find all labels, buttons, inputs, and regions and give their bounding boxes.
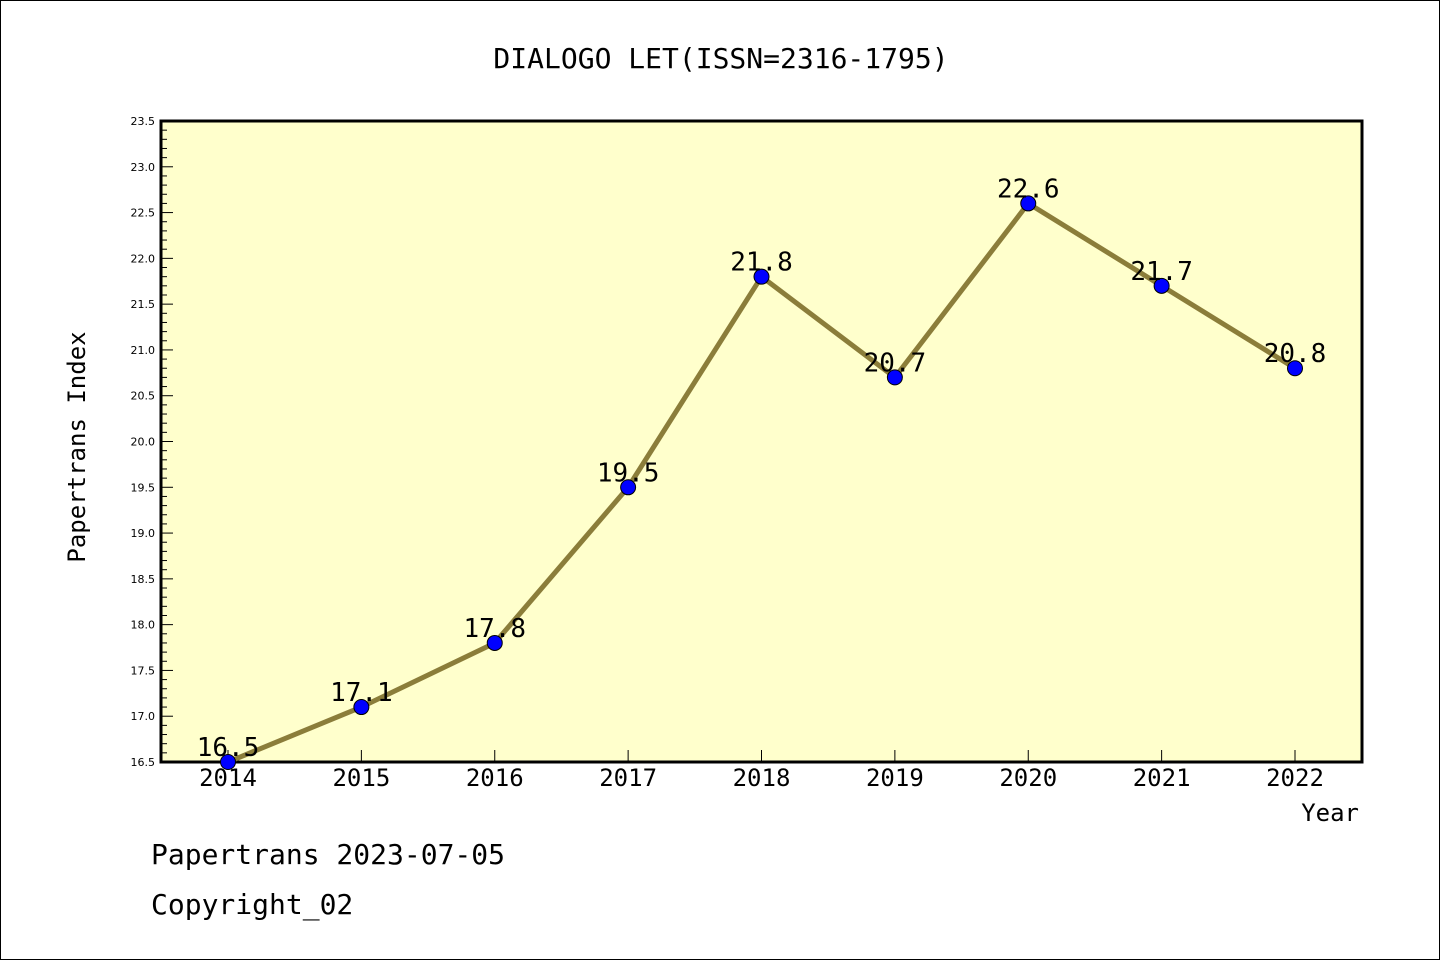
x-tick-label: 2018 bbox=[733, 764, 791, 792]
y-axis-label: Papertrans Index bbox=[63, 331, 91, 562]
y-tick-label: 23.5 bbox=[131, 115, 156, 128]
footer-date: Papertrans 2023-07-05 bbox=[151, 838, 505, 871]
data-label: 17.8 bbox=[463, 614, 526, 644]
y-tick-label: 23.0 bbox=[131, 161, 156, 174]
x-tick-label: 2016 bbox=[466, 764, 524, 792]
data-point bbox=[1153, 277, 1170, 294]
data-label: 21.7 bbox=[1130, 257, 1193, 287]
x-tick-label: 2020 bbox=[999, 764, 1057, 792]
data-label: 20.8 bbox=[1264, 339, 1327, 369]
data-label: 17.1 bbox=[330, 678, 393, 708]
plot-area bbox=[159, 119, 1364, 764]
y-tick-label: 18.5 bbox=[131, 573, 156, 586]
data-point bbox=[353, 699, 370, 716]
data-point bbox=[486, 634, 503, 651]
y-tick-label: 19.0 bbox=[131, 527, 156, 540]
series-line-group: 16.5 17.1 17.8 19.5 21.8 20.7 22.6 21.7 20.8 bbox=[197, 174, 1327, 770]
data-point bbox=[886, 369, 903, 386]
chart-title: DIALOGO LET(ISSN=2316-1795) bbox=[493, 42, 948, 75]
data-point bbox=[620, 479, 637, 496]
data-label: 16.5 bbox=[197, 733, 260, 763]
y-tick-label: 21.5 bbox=[131, 298, 156, 311]
data-label: 21.8 bbox=[730, 248, 793, 278]
data-point bbox=[1020, 195, 1037, 212]
x-axis-label: Year bbox=[1301, 799, 1359, 827]
y-tick-label: 19.5 bbox=[131, 481, 156, 494]
data-label: 22.6 bbox=[997, 174, 1060, 204]
y-tick-label: 17.5 bbox=[131, 664, 156, 677]
data-label: 20.7 bbox=[864, 348, 927, 378]
data-point bbox=[753, 268, 770, 285]
data-point bbox=[220, 754, 236, 770]
y-tick-label: 18.0 bbox=[131, 619, 156, 632]
data-point bbox=[1287, 360, 1303, 377]
x-axis-ticks: 2014 2015 2016 2017 2018 2019 2020 2021 2022 bbox=[199, 750, 1324, 792]
y-tick-label: 22.0 bbox=[131, 252, 156, 265]
x-tick-label: 2019 bbox=[866, 764, 924, 792]
x-tick-label: 2017 bbox=[599, 764, 657, 792]
x-tick-label: 2021 bbox=[1133, 764, 1191, 792]
y-tick-label: 20.0 bbox=[131, 436, 156, 449]
x-tick-label: 2015 bbox=[332, 764, 390, 792]
y-tick-label: 21.0 bbox=[131, 344, 156, 357]
y-tick-label: 16.5 bbox=[131, 756, 156, 769]
y-axis-ticks: 16.5 17.0 17.5 18.0 18.5 19.0 19.5 20.0 20.5 21.0… bbox=[131, 115, 173, 769]
footer-copyright: Copyright_02 bbox=[151, 888, 353, 922]
x-tick-label: 2022 bbox=[1266, 764, 1324, 792]
y-tick-label: 20.5 bbox=[131, 390, 156, 403]
data-label: 19.5 bbox=[597, 458, 660, 488]
y-tick-label: 17.0 bbox=[131, 710, 156, 723]
y-tick-label: 22.5 bbox=[131, 207, 156, 220]
